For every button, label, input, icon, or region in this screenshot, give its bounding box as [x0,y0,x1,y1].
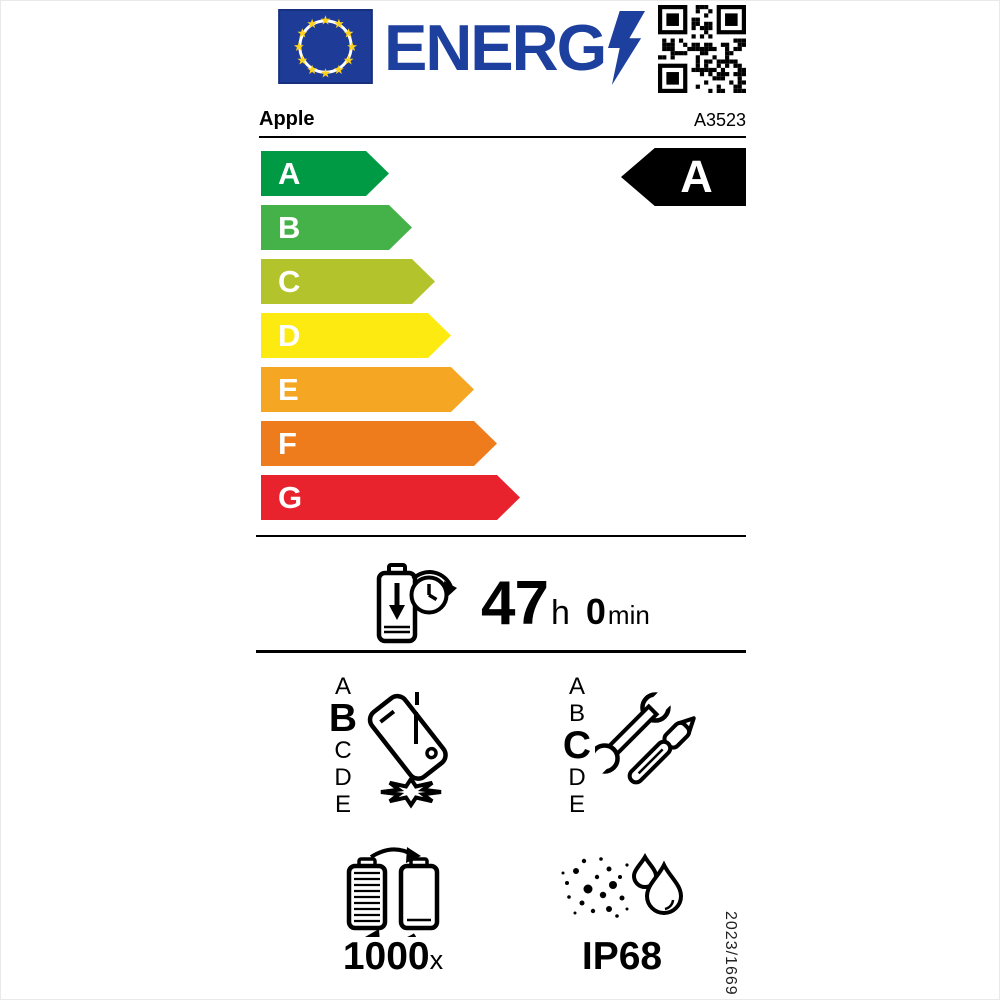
model-number: A3523 [693,110,746,130]
svg-text:★: ★ [333,63,345,78]
phone-drop-test-icon [367,692,448,809]
scale-letter: G [278,480,303,515]
svg-text:★: ★ [293,40,305,55]
grade-letter: A [568,673,585,700]
battery-life-row: 47 h 0 min [365,557,650,649]
repairability-grade-scale: A B C D E [559,673,595,818]
battery-life-minutes-unit: min [607,599,650,630]
svg-text:★: ★ [320,67,332,82]
dust-water-resistance-icon [561,852,684,918]
brand-name: Apple [259,108,315,130]
rated-grade-arrow: A [621,148,746,206]
ip-rating-caption: IP68 [557,935,687,979]
scale-letter: A [278,156,301,191]
grade-letter: E [334,791,351,818]
energy-efficiency-scale: A B C D E F G [261,151,520,529]
grade-letter: B [568,700,585,727]
lightning-bolt-icon [608,11,646,85]
svg-text:★: ★ [297,53,309,68]
eu-flag-icon: ★ ★ ★ ★ ★ ★ ★ ★ ★ ★ ★ ★ [278,9,373,84]
energ-logo-text: ENERG [384,10,607,84]
svg-text:★: ★ [320,13,332,28]
svg-text:★: ★ [306,17,318,32]
scale-arrow-a: A [261,151,389,196]
scale-arrow-e: E [261,367,474,412]
qr-code [658,5,746,93]
scale-arrow-g: G [261,475,520,520]
scale-arrow-d: D [261,313,451,358]
scale-arrow-b: B [261,205,412,250]
scale-letter: E [278,372,299,407]
scale-arrow-c: C [261,259,435,304]
regulation-number: 2023/1669 [722,911,739,996]
scale-arrow-f: F [261,421,497,466]
battery-life-value: 47 h 0 min [481,568,650,639]
battery-cycles-unit: x [429,945,444,975]
battery-clock-icon [376,563,457,644]
svg-text:★: ★ [346,40,358,55]
battery-cycles-icon [346,847,440,937]
scale-letter: C [278,264,301,299]
battery-cycles-value: 1000 [342,935,430,978]
grade-letter: C [562,724,592,767]
svg-text:★: ★ [343,27,355,42]
energ-logo: ENERG [384,5,646,89]
rated-grade-letter: A [680,151,713,202]
svg-text:★: ★ [333,17,345,32]
separator-line [256,650,746,653]
scale-letter: F [278,426,297,461]
battery-cycles-caption: 1000x [315,935,471,979]
scale-letter: D [278,318,301,353]
scale-letter: B [278,210,301,245]
grade-letter: D [568,764,586,791]
grade-letter: C [334,737,352,764]
drop-resistance-grade-scale: A B C D E [325,673,361,818]
svg-text:★: ★ [306,63,318,78]
repairability-tools-icon [595,688,696,785]
battery-life-hours-unit: h [550,593,570,632]
svg-text:★: ★ [297,27,309,42]
ip-rating-value: IP68 [581,935,663,978]
separator-line [256,535,746,537]
svg-text:★: ★ [343,53,355,68]
battery-life-minutes: 0 [585,590,606,632]
grade-letter: E [568,791,585,818]
brand-row: Apple A3523 [259,99,746,138]
grade-letter: A [334,673,351,700]
battery-life-hours: 47 [481,568,549,638]
grade-letter: B [328,697,358,740]
grade-letter: D [334,764,352,791]
